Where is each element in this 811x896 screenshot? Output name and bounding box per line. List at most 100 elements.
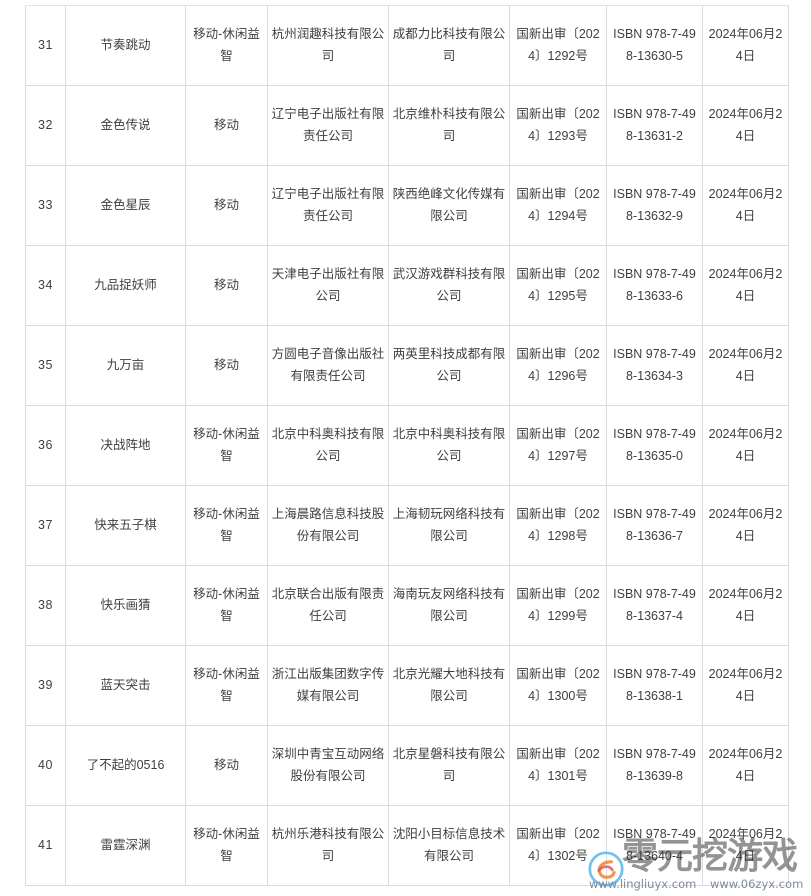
cell-index: 34	[25, 245, 66, 326]
table-row: 40 了不起的0516 移动 深圳中青宝互动网络股份有限公司 北京星磐科技有限公司 国新出…	[25, 725, 789, 806]
cell-publisher: 杭州润趣科技有限公司	[267, 5, 389, 86]
cell-approval-number: 国新出审〔2024〕1295号	[509, 245, 607, 326]
cell-date: 2024年06月24日	[702, 565, 789, 646]
cell-operator: 北京维朴科技有限公司	[388, 85, 510, 166]
cell-type: 移动	[185, 85, 268, 166]
table-row: 31 节奏跳动 移动-休闲益智 杭州润趣科技有限公司 成都力比科技有限公司 国新出审〔20…	[25, 5, 789, 86]
cell-index: 38	[25, 565, 66, 646]
cell-publisher: 天津电子出版社有限公司	[267, 245, 389, 326]
cell-isbn: ISBN 978-7-498-13630-5	[606, 5, 703, 86]
cell-approval-number: 国新出审〔2024〕1299号	[509, 565, 607, 646]
cell-game-name: 快乐画猜	[65, 565, 186, 646]
table-row: 41 雷霆深渊 移动-休闲益智 杭州乐港科技有限公司 沈阳小目标信息技术有限公司 国新出审…	[25, 805, 789, 886]
cell-date: 2024年06月24日	[702, 645, 789, 726]
cell-index: 37	[25, 485, 66, 566]
cell-index: 40	[25, 725, 66, 806]
table-row: 32 金色传说 移动 辽宁电子出版社有限责任公司 北京维朴科技有限公司 国新出审〔2024…	[25, 85, 789, 166]
cell-date: 2024年06月24日	[702, 165, 789, 246]
cell-date: 2024年06月24日	[702, 405, 789, 486]
cell-date: 2024年06月24日	[702, 245, 789, 326]
cell-type: 移动	[185, 725, 268, 806]
cell-index: 32	[25, 85, 66, 166]
cell-index: 31	[25, 5, 66, 86]
cell-type: 移动	[185, 245, 268, 326]
cell-game-name: 九万亩	[65, 325, 186, 406]
cell-type: 移动-休闲益智	[185, 565, 268, 646]
cell-publisher: 辽宁电子出版社有限责任公司	[267, 165, 389, 246]
cell-approval-number: 国新出审〔2024〕1301号	[509, 725, 607, 806]
cell-game-name: 快来五子棋	[65, 485, 186, 566]
cell-date: 2024年06月24日	[702, 85, 789, 166]
cell-operator: 武汉游戏群科技有限公司	[388, 245, 510, 326]
cell-publisher: 北京中科奥科技有限公司	[267, 405, 389, 486]
cell-type: 移动-休闲益智	[185, 485, 268, 566]
cell-operator: 上海韧玩网络科技有限公司	[388, 485, 510, 566]
cell-type: 移动-休闲益智	[185, 645, 268, 726]
cell-isbn: ISBN 978-7-498-13631-2	[606, 85, 703, 166]
cell-index: 39	[25, 645, 66, 726]
cell-game-name: 了不起的0516	[65, 725, 186, 806]
cell-isbn: ISBN 978-7-498-13632-9	[606, 165, 703, 246]
cell-index: 33	[25, 165, 66, 246]
cell-approval-number: 国新出审〔2024〕1293号	[509, 85, 607, 166]
cell-index: 36	[25, 405, 66, 486]
cell-operator: 北京星磐科技有限公司	[388, 725, 510, 806]
cell-isbn: ISBN 978-7-498-13633-6	[606, 245, 703, 326]
document-page: 31 节奏跳动 移动-休闲益智 杭州润趣科技有限公司 成都力比科技有限公司 国新出审〔20…	[0, 5, 811, 896]
cell-operator: 北京光耀大地科技有限公司	[388, 645, 510, 726]
table-row: 39 蓝天突击 移动-休闲益智 浙江出版集团数字传媒有限公司 北京光耀大地科技有限公司国…	[25, 645, 789, 726]
cell-date: 2024年06月24日	[702, 325, 789, 406]
cell-game-name: 决战阵地	[65, 405, 186, 486]
cell-isbn: ISBN 978-7-498-13636-7	[606, 485, 703, 566]
cell-publisher: 上海晨路信息科技股份有限公司	[267, 485, 389, 566]
cell-isbn: ISBN 978-7-498-13639-8	[606, 725, 703, 806]
cell-game-name: 九品捉妖师	[65, 245, 186, 326]
cell-date: 2024年06月24日	[702, 5, 789, 86]
cell-operator: 成都力比科技有限公司	[388, 5, 510, 86]
cell-isbn: ISBN 978-7-498-13638-1	[606, 645, 703, 726]
cell-approval-number: 国新出审〔2024〕1302号	[509, 805, 607, 886]
cell-type: 移动	[185, 165, 268, 246]
cell-game-name: 蓝天突击	[65, 645, 186, 726]
cell-isbn: ISBN 978-7-498-13634-3	[606, 325, 703, 406]
cell-operator: 海南玩友网络科技有限公司	[388, 565, 510, 646]
cell-isbn: ISBN 978-7-498-13637-4	[606, 565, 703, 646]
table-body: 31 节奏跳动 移动-休闲益智 杭州润趣科技有限公司 成都力比科技有限公司 国新出审〔20…	[25, 5, 789, 886]
table-row: 34 九品捉妖师 移动 天津电子出版社有限公司 武汉游戏群科技有限公司 国新出审〔2024…	[25, 245, 789, 326]
table-row: 35 九万亩 移动 方圆电子音像出版社有限责任公司 两英里科技成都有限公司 国新出审〔20…	[25, 325, 789, 406]
cell-operator: 北京中科奥科技有限公司	[388, 405, 510, 486]
table-row: 36 决战阵地 移动-休闲益智 北京中科奥科技有限公司 北京中科奥科技有限公司 国新出审〔…	[25, 405, 789, 486]
cell-operator: 沈阳小目标信息技术有限公司	[388, 805, 510, 886]
cell-date: 2024年06月24日	[702, 725, 789, 806]
cell-approval-number: 国新出审〔2024〕1296号	[509, 325, 607, 406]
table-row: 38 快乐画猜 移动-休闲益智 北京联合出版有限责任公司 海南玩友网络科技有限公司 国新出…	[25, 565, 789, 646]
cell-publisher: 方圆电子音像出版社有限责任公司	[267, 325, 389, 406]
cell-isbn: ISBN 978-7-498-13635-0	[606, 405, 703, 486]
cell-game-name: 金色星辰	[65, 165, 186, 246]
cell-game-name: 金色传说	[65, 85, 186, 166]
cell-index: 35	[25, 325, 66, 406]
cell-publisher: 深圳中青宝互动网络股份有限公司	[267, 725, 389, 806]
cell-approval-number: 国新出审〔2024〕1300号	[509, 645, 607, 726]
cell-approval-number: 国新出审〔2024〕1294号	[509, 165, 607, 246]
cell-approval-number: 国新出审〔2024〕1298号	[509, 485, 607, 566]
cell-operator: 两英里科技成都有限公司	[388, 325, 510, 406]
cell-operator: 陕西绝峰文化传媒有限公司	[388, 165, 510, 246]
cell-approval-number: 国新出审〔2024〕1297号	[509, 405, 607, 486]
cell-type: 移动-休闲益智	[185, 405, 268, 486]
cell-publisher: 杭州乐港科技有限公司	[267, 805, 389, 886]
cell-index: 41	[25, 805, 66, 886]
cell-game-name: 节奏跳动	[65, 5, 186, 86]
game-approval-table: 31 节奏跳动 移动-休闲益智 杭州润趣科技有限公司 成都力比科技有限公司 国新出审〔20…	[25, 5, 789, 886]
cell-publisher: 辽宁电子出版社有限责任公司	[267, 85, 389, 166]
cell-isbn: ISBN 978-7-498-13640-4	[606, 805, 703, 886]
cell-date: 2024年06月24日	[702, 805, 789, 886]
cell-publisher: 北京联合出版有限责任公司	[267, 565, 389, 646]
cell-type: 移动-休闲益智	[185, 805, 268, 886]
cell-type: 移动	[185, 325, 268, 406]
cell-date: 2024年06月24日	[702, 485, 789, 566]
cell-game-name: 雷霆深渊	[65, 805, 186, 886]
table-row: 37 快来五子棋 移动-休闲益智 上海晨路信息科技股份有限公司 上海韧玩网络科技有限公司…	[25, 485, 789, 566]
cell-publisher: 浙江出版集团数字传媒有限公司	[267, 645, 389, 726]
table-row: 33 金色星辰 移动 辽宁电子出版社有限责任公司 陕西绝峰文化传媒有限公司 国新出审〔20…	[25, 165, 789, 246]
